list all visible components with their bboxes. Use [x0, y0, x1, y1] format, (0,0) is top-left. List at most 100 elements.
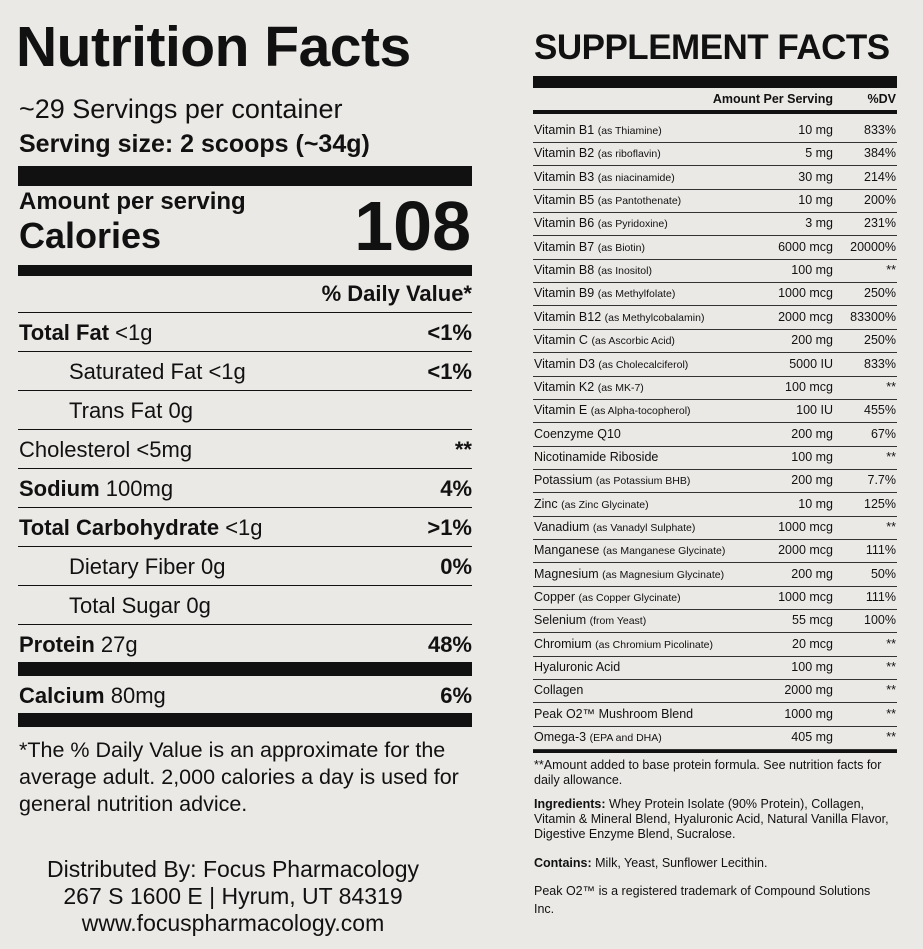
supplement-amount: 100 mg — [791, 263, 833, 278]
nutrient-label: Total Carbohydrate <1g — [19, 508, 263, 547]
thick-rule — [18, 713, 472, 727]
supplement-dv: ** — [886, 706, 896, 721]
nutrient-row: Protein 27g 48% — [18, 625, 472, 664]
supplement-dv: 111% — [865, 590, 896, 604]
amount-header: Amount Per Serving — [712, 92, 833, 106]
thick-rule — [533, 76, 897, 88]
supplement-name: Potassium — [534, 473, 593, 488]
nutrient-amount: <5mg — [136, 437, 193, 462]
nutrient-name: Sodium — [19, 476, 100, 501]
supplement-label: Zinc (as Zinc Glycinate) — [534, 493, 649, 517]
rule — [533, 235, 897, 237]
ingredients-text: Whey Protein Isolate (90% Protein), Coll… — [534, 797, 889, 841]
supplement-label: Vitamin D3 (as Cholecalciferol) — [534, 353, 688, 377]
supplement-amount: 1000 mcg — [778, 286, 833, 301]
nutrient-amount: <1g — [225, 515, 263, 540]
supplement-amount: 3 mg — [805, 216, 833, 231]
supplement-name: Selenium — [534, 613, 587, 628]
supplement-dv: ** — [886, 379, 896, 394]
rule — [533, 492, 897, 494]
supplement-row: Magnesium (as Magnesium Glycinate) 200 mg… — [533, 563, 897, 586]
nutrient-label: Calcium 80mg — [19, 676, 166, 715]
supplement-amount: 30 mg — [798, 169, 833, 184]
rule — [533, 538, 897, 540]
supplement-amount: 200 mg — [791, 333, 833, 348]
supplement-label: Peak O2™ Mushroom Blend — [534, 703, 693, 726]
supplement-amount: 200 mg — [791, 426, 833, 441]
rule — [533, 468, 897, 470]
supplement-label: Vitamin B7 (as Biotin) — [534, 236, 645, 260]
supplement-note: (EPA and DHA) — [589, 732, 662, 745]
supplement-name: Copper — [534, 590, 575, 604]
supplement-name: Vitamin E — [534, 403, 588, 418]
supplement-label: Hyaluronic Acid — [534, 656, 620, 679]
supplement-row: Coenzyme Q10 200 mg 67% — [533, 423, 897, 446]
nutrient-label: Dietary Fiber 0g — [69, 547, 226, 586]
nutrient-amount: 100mg — [105, 476, 174, 501]
supplement-amount: 100 mg — [791, 449, 833, 464]
supplement-name: Vitamin B6 — [534, 216, 595, 231]
supplement-row: Vitamin B1 (as Thiamine) 10 mg 833% — [533, 119, 897, 142]
rule — [533, 305, 897, 307]
nutrient-label: Total Fat <1g — [19, 313, 152, 352]
supplement-note: (as Inositol) — [597, 265, 652, 278]
supplement-dv: ** — [886, 519, 896, 534]
supplement-label: Nicotinamide Riboside — [534, 446, 658, 469]
dv-header: % Daily Value* — [321, 281, 472, 306]
supplement-amount: 100 mcg — [785, 379, 833, 394]
supplement-amount: 1000 mcg — [778, 519, 833, 534]
supplement-label: Chromium (as Chromium Picolinate) — [534, 633, 713, 657]
supplement-row: Collagen 2000 mg ** — [533, 679, 897, 702]
nutrient-amount: <1g — [115, 320, 153, 345]
rule — [18, 624, 472, 625]
supplement-row: Vitamin B8 (as Inositol) 100 mg ** — [533, 259, 897, 282]
supplement-row: Zinc (as Zinc Glycinate) 10 mg 125% — [533, 493, 897, 516]
nutrient-row: Total Sugar 0g — [18, 586, 472, 625]
rule — [18, 468, 472, 469]
rule — [533, 352, 897, 354]
supplement-note: (as MK-7) — [597, 381, 644, 394]
rule — [533, 110, 897, 114]
distributor-line: www.focuspharmacology.com — [81, 910, 385, 936]
rule — [533, 679, 897, 681]
supplement-dv: 384% — [864, 146, 896, 161]
rule — [533, 375, 897, 377]
supplement-name: Omega-3 — [534, 730, 587, 745]
supplement-name: Coenzyme Q10 — [534, 426, 621, 441]
supplement-note: (as Alpha-tocopherol) — [590, 405, 691, 418]
rule — [533, 212, 897, 214]
supplement-name: Chromium — [534, 636, 592, 651]
nutrition-title: Nutrition Facts — [16, 15, 411, 79]
nutrient-name: Saturated Fat — [69, 359, 203, 384]
supplement-name: Hyaluronic Acid — [534, 660, 621, 675]
contains: Contains: Milk, Yeast, Sunflower Lecithi… — [534, 856, 767, 870]
supplement-label: Copper (as Copper Glycinate) — [534, 586, 681, 610]
rule — [533, 422, 897, 424]
supplement-note: (as Ascorbic Acid) — [591, 335, 675, 348]
supplement-dv: 833% — [864, 356, 896, 371]
supplement-note: (as Biotin) — [597, 241, 645, 254]
supplement-row: Copper (as Copper Glycinate) 1000 mcg 111% — [533, 586, 897, 609]
supplement-row: Vitamin B12 (as Methylcobalamin) 2000 mcg… — [533, 306, 897, 329]
supplement-dv: 20000% — [850, 239, 896, 254]
contains-text: Milk, Yeast, Sunflower Lecithin. — [595, 856, 768, 870]
supplement-name: Nicotinamide Riboside — [534, 449, 659, 464]
rule — [533, 515, 897, 517]
nutrient-dv: 4% — [440, 476, 472, 501]
supplement-row: Vitamin D3 (as Cholecalciferol) 5000 IU 83… — [533, 353, 897, 376]
supplement-note: (from Yeast) — [589, 615, 647, 628]
rule — [18, 546, 472, 547]
supplement-name: Vitamin B7 — [534, 239, 595, 254]
supplement-row: Potassium (as Potassium BHB) 200 mg 7.7% — [533, 469, 897, 492]
supplement-row: Vitamin C (as Ascorbic Acid) 200 mg 250% — [533, 329, 897, 352]
nutrient-name: Dietary Fiber — [69, 554, 195, 579]
supplement-row: Vitamin K2 (as MK-7) 100 mcg ** — [533, 376, 897, 399]
rule — [533, 655, 897, 657]
supplement-amount: 1000 mcg — [778, 590, 833, 604]
rule — [533, 282, 897, 284]
nutrient-name: Trans Fat — [69, 398, 163, 423]
supplement-name: Vitamin B5 — [534, 193, 595, 208]
contains-label: Contains: — [534, 856, 592, 870]
supplement-amount: 1000 mg — [784, 706, 833, 721]
supplement-row: Selenium (from Yeast) 55 mcg 100% — [533, 609, 897, 632]
